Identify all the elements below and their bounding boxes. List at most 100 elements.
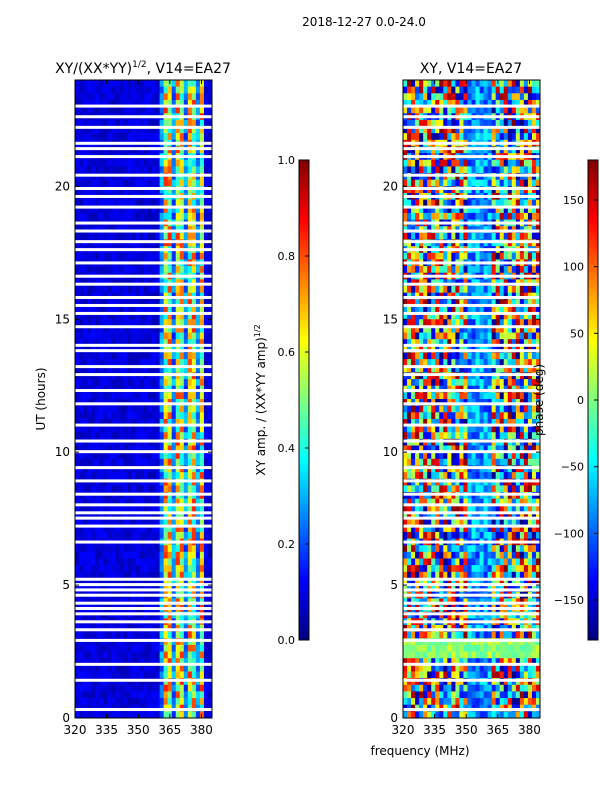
heatmap-cell — [467, 133, 472, 141]
heatmap-cell — [131, 106, 136, 114]
heatmap-cell — [187, 711, 193, 718]
heatmap-cell — [175, 199, 181, 207]
heatmap-cell — [155, 565, 161, 573]
heatmap-cell — [103, 405, 108, 413]
heatmap-cell — [91, 418, 96, 426]
heatmap-cell — [159, 319, 165, 327]
heatmap-cell — [107, 405, 112, 413]
heatmap-cell — [75, 325, 80, 333]
heatmap-cell — [179, 571, 185, 579]
heatmap-cell — [487, 166, 493, 174]
heatmap-cell — [199, 498, 205, 506]
heatmap-cell — [199, 418, 205, 426]
heatmap-cell — [507, 166, 513, 174]
heatmap-cell — [191, 578, 197, 586]
heatmap-cell — [199, 325, 205, 333]
heatmap-cell — [507, 359, 513, 367]
heatmap-cell — [139, 352, 144, 360]
heatmap-cell — [75, 631, 80, 639]
heatmap-cell — [99, 166, 104, 174]
heatmap-cell — [435, 212, 440, 220]
heatmap-cell — [199, 352, 205, 360]
heatmap-cell — [143, 252, 148, 260]
heatmap-cell — [503, 392, 509, 400]
heatmap-cell — [143, 644, 148, 652]
heatmap-cell — [499, 159, 505, 167]
heatmap-cell — [107, 392, 112, 400]
heatmap-cell — [419, 339, 424, 347]
heatmap-cell — [503, 126, 509, 134]
heatmap-cell — [463, 166, 468, 174]
heatmap-cell — [451, 133, 456, 141]
heatmap-cell — [151, 432, 156, 440]
heatmap-cell — [103, 664, 108, 672]
heatmap-cell — [111, 212, 116, 220]
heatmap-cell — [115, 93, 120, 101]
heatmap-cell — [183, 671, 189, 679]
heatmap-cell — [535, 80, 540, 88]
heatmap-cell — [103, 558, 108, 566]
heatmap-cell — [167, 565, 173, 573]
heatmap-cell — [159, 252, 165, 260]
heatmap-cell — [203, 392, 209, 400]
heatmap-cell — [483, 119, 489, 127]
heatmap-cell — [431, 359, 436, 367]
heatmap-cell — [99, 664, 104, 672]
heatmap-cell — [159, 80, 165, 88]
heatmap-cell — [103, 472, 108, 480]
heatmap-cell — [183, 325, 189, 333]
heatmap-cell — [463, 319, 468, 327]
heatmap-cell — [527, 359, 533, 367]
heatmap-cell — [127, 425, 132, 433]
heatmap-cell — [463, 339, 468, 347]
heatmap-cell — [199, 93, 205, 101]
heatmap-cell — [483, 106, 489, 114]
heatmap-cell — [147, 472, 152, 480]
heatmap-cell — [475, 99, 480, 107]
heatmap-cell — [403, 99, 408, 107]
heatmap-cell — [535, 252, 540, 260]
heatmap-cell — [83, 684, 88, 692]
heatmap-cell — [535, 86, 540, 94]
heatmap-cell — [167, 432, 173, 440]
heatmap-cell — [411, 86, 416, 94]
heatmap-cell — [111, 691, 116, 699]
heatmap-cell — [147, 418, 152, 426]
heatmap-cell — [131, 412, 136, 420]
heatmap-cell — [463, 106, 468, 114]
heatmap-cell — [95, 518, 100, 526]
heatmap-cell — [471, 93, 476, 101]
heatmap-cell — [147, 299, 152, 307]
heatmap-cell — [147, 631, 152, 639]
heatmap-cell — [111, 312, 116, 320]
heatmap-cell — [155, 551, 161, 559]
heatmap-cell — [511, 286, 517, 294]
heatmap-cell — [79, 558, 84, 566]
heatmap-cell — [107, 312, 112, 320]
heatmap-cell — [115, 232, 120, 240]
heatmap-cell — [207, 551, 212, 559]
heatmap-cell — [195, 325, 201, 333]
heatmap-cell — [83, 445, 88, 453]
heatmap-cell — [139, 179, 144, 187]
heatmap-cell — [471, 252, 476, 260]
heatmap-cell — [79, 472, 84, 480]
heatmap-cell — [199, 525, 205, 533]
heatmap-cell — [83, 644, 88, 652]
heatmap-cell — [75, 578, 80, 586]
heatmap-cell — [411, 119, 416, 127]
heatmap-cell — [115, 425, 120, 433]
data-gap-stripe — [75, 466, 212, 470]
heatmap-cell — [187, 179, 193, 187]
heatmap-cell — [147, 86, 152, 94]
heatmap-cell — [499, 212, 505, 220]
heatmap-cell — [491, 99, 497, 107]
heatmap-cell — [435, 199, 440, 207]
heatmap-cell — [471, 332, 476, 340]
heatmap-cell — [111, 379, 116, 387]
heatmap-cell — [471, 305, 476, 314]
heatmap-cell — [515, 199, 521, 207]
heatmap-cell — [179, 545, 185, 553]
heatmap-cell — [519, 305, 525, 314]
heatmap-cell — [135, 711, 140, 718]
